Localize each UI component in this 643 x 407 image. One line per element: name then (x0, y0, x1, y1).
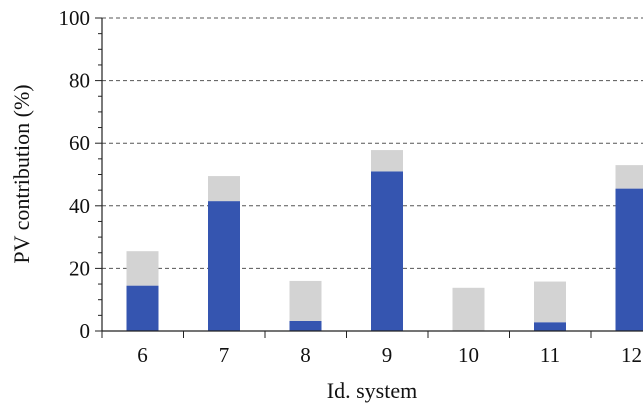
bar-segment-6-s2 (126, 251, 159, 286)
bar-segment-7-s2 (208, 176, 240, 202)
gridlines (102, 17, 643, 269)
y-tick-label: 40 (69, 194, 90, 218)
x-tick-label: 11 (540, 343, 560, 367)
x-tick-label: 10 (458, 343, 479, 367)
bar-segment-9-s1 (371, 171, 403, 331)
y-tick-label: 100 (59, 6, 91, 30)
bar-segment-10-s2 (452, 287, 485, 331)
x-tick-label: 8 (300, 343, 311, 367)
y-axis-ticks: 0 20 40 60 80 100 (59, 6, 102, 343)
bar-segment-6-s1 (126, 285, 159, 331)
y-axis-title: PV contribution (%) (9, 84, 34, 263)
y-tick-label: 20 (69, 256, 90, 280)
x-axis-ticks: 6 7 8 9 10 11 12 (101, 331, 642, 367)
bar-segment-11-s2 (534, 281, 566, 323)
bar-segment-8-s2 (289, 280, 322, 321)
bar-segment-7-s1 (208, 201, 240, 331)
y-tick-label: 60 (69, 131, 90, 155)
bar-segment-12-s1 (615, 188, 643, 331)
x-tick-label: 7 (219, 343, 230, 367)
bar-segment-8-s1 (289, 320, 322, 331)
bar-series (126, 150, 643, 331)
x-tick-label: 9 (382, 343, 393, 367)
bar-segment-12-s2 (615, 165, 643, 189)
x-axis-title: Id. system (327, 378, 417, 403)
bar-segment-9-s2 (371, 150, 403, 172)
y-tick-label: 80 (69, 69, 90, 93)
y-tick-label: 0 (80, 319, 91, 343)
x-tick-label: 6 (137, 343, 148, 367)
x-tick-label: 12 (621, 343, 642, 367)
bar-segment-11-s1 (534, 322, 566, 331)
